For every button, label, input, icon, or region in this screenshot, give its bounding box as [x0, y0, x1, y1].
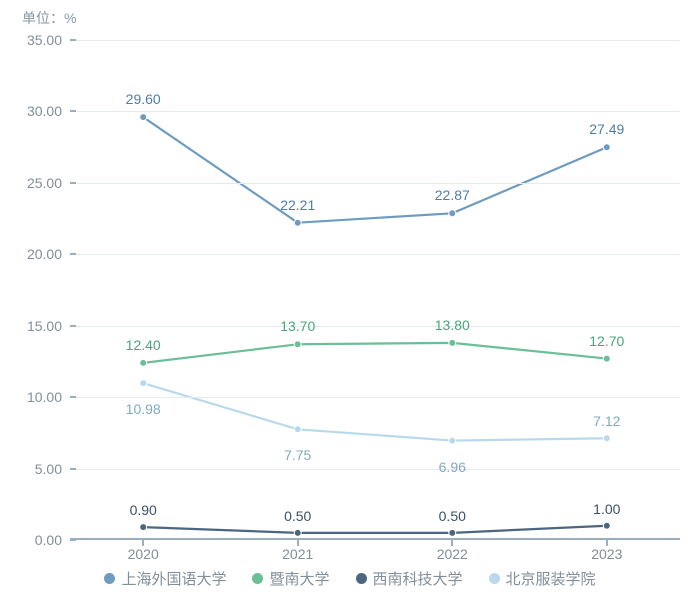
legend-label: 上海外国语大学 [121, 568, 226, 589]
y-tick-mark [70, 110, 76, 112]
data-point [449, 437, 456, 444]
data-point [603, 144, 610, 151]
x-tick-label: 2020 [128, 546, 159, 562]
y-tick-label: 35.00 [7, 32, 62, 48]
legend: 上海外国语大学 暨南大学 西南科技大学 北京服装学院 [0, 568, 700, 589]
value-label: 10.98 [126, 401, 161, 417]
value-label: 12.40 [126, 337, 161, 353]
y-tick-mark [70, 253, 76, 255]
data-point [140, 380, 147, 387]
value-label: 6.96 [439, 459, 466, 475]
data-point [603, 435, 610, 442]
value-label: 1.00 [593, 501, 620, 517]
series-line [143, 383, 607, 440]
series-line [143, 526, 607, 533]
value-label: 27.49 [589, 121, 624, 137]
y-tick-label: 5.00 [7, 461, 62, 477]
x-tick-label: 2022 [437, 546, 468, 562]
gridline [70, 397, 680, 398]
y-tick-label: 0.00 [7, 532, 62, 548]
data-point [140, 359, 147, 366]
y-tick-mark [70, 39, 76, 41]
legend-item: 暨南大学 [252, 568, 329, 589]
y-tick-mark [70, 325, 76, 327]
data-point [603, 522, 610, 529]
gridline [70, 254, 680, 255]
y-tick-mark [70, 396, 76, 398]
legend-marker [104, 573, 115, 584]
series-line [143, 343, 607, 363]
data-point [294, 219, 301, 226]
data-point [140, 114, 147, 121]
gridline [70, 111, 680, 112]
data-point [294, 426, 301, 433]
y-tick-label: 10.00 [7, 389, 62, 405]
gridline [70, 469, 680, 470]
y-tick-label: 30.00 [7, 103, 62, 119]
value-label: 7.75 [284, 447, 311, 463]
y-tick-label: 15.00 [7, 318, 62, 334]
chart-container: 单位：% 上海外国语大学暨南大学西南科技大学北京服装学院 0.005.0010.… [0, 0, 700, 595]
gridline [70, 183, 680, 184]
legend-marker [489, 573, 500, 584]
legend-marker [356, 573, 367, 584]
gridline [70, 40, 680, 41]
value-label: 22.87 [435, 187, 470, 203]
y-tick-mark [70, 539, 76, 541]
data-point [449, 529, 456, 536]
gridline [70, 326, 680, 327]
data-point [603, 355, 610, 362]
y-tick-label: 25.00 [7, 175, 62, 191]
value-label: 0.90 [130, 502, 157, 518]
y-tick-mark [70, 468, 76, 470]
value-label: 13.70 [280, 318, 315, 334]
x-tick-label: 2021 [282, 546, 313, 562]
x-tick-label: 2023 [591, 546, 622, 562]
data-point [294, 529, 301, 536]
data-point [449, 339, 456, 346]
value-label: 0.50 [439, 508, 466, 524]
value-label: 7.12 [593, 413, 620, 429]
value-label: 22.21 [280, 197, 315, 213]
value-label: 13.80 [435, 317, 470, 333]
data-point [140, 524, 147, 531]
y-tick-label: 20.00 [7, 246, 62, 262]
legend-label: 西南科技大学 [373, 568, 463, 589]
legend-item: 北京服装学院 [489, 568, 596, 589]
value-label: 12.70 [589, 333, 624, 349]
value-label: 29.60 [126, 91, 161, 107]
data-point [449, 210, 456, 217]
legend-item: 上海外国语大学 [104, 568, 226, 589]
legend-label: 北京服装学院 [506, 568, 596, 589]
y-tick-mark [70, 182, 76, 184]
legend-item: 西南科技大学 [356, 568, 463, 589]
legend-label: 暨南大学 [269, 568, 329, 589]
series-line [143, 117, 607, 223]
legend-marker [252, 573, 263, 584]
value-label: 0.50 [284, 508, 311, 524]
data-point [294, 341, 301, 348]
